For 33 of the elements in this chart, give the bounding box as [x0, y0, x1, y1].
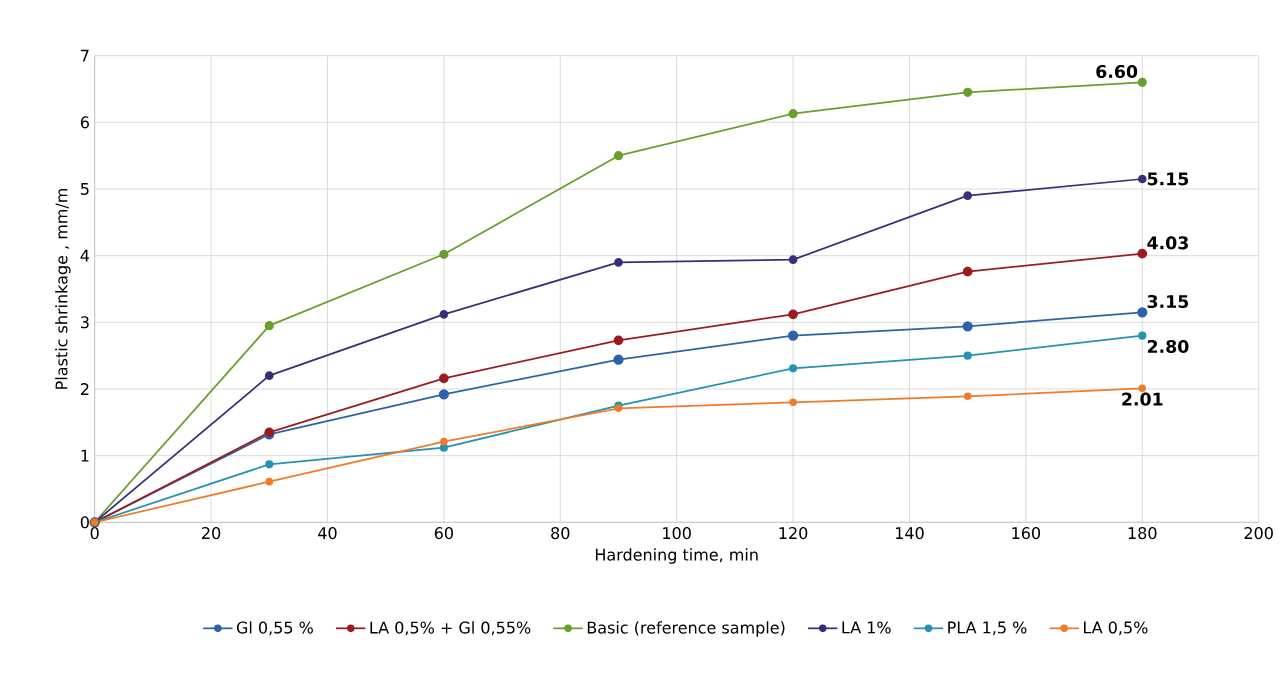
legend-label: PLA 1,5 % [948, 621, 1027, 636]
y-tick-label: 0 [80, 516, 89, 529]
data-label: 5.15 [1147, 172, 1189, 186]
legend-label: LA 0,5% + Gl 0,55% [370, 621, 531, 636]
x-tick-label: 80 [551, 527, 570, 540]
y-tick-label: 6 [80, 116, 89, 129]
y-tick-label: 1 [81, 449, 89, 462]
y-tick-label: 5 [81, 183, 89, 195]
x-tick-label: 20 [202, 527, 221, 540]
x-tick-label: 180 [1128, 527, 1157, 540]
x-axis-title: Hardening time, min [595, 548, 758, 564]
y-tick-label: 4 [80, 249, 90, 262]
x-tick-label: 160 [1012, 527, 1041, 540]
data-label: 3.15 [1147, 294, 1189, 309]
data-label: 6.60 [1096, 64, 1138, 79]
x-tick-label: 200 [1244, 527, 1273, 540]
legend-label: LA 0,5% [1084, 621, 1148, 636]
legend-label: Gl 0,55 % [236, 621, 313, 636]
x-tick-label: 140 [895, 527, 924, 540]
x-tick-label: 120 [779, 527, 808, 540]
data-label: 2.80 [1147, 339, 1189, 354]
legend-label: LA 1% [842, 621, 891, 634]
y-tick-label: 7 [81, 49, 89, 62]
data-label: 2.01 [1122, 392, 1163, 406]
y-axis-title: Plastic shrinkage , mm/m [55, 189, 71, 389]
x-tick-label: 40 [318, 527, 337, 540]
x-tick-label: 60 [434, 527, 453, 540]
y-tick-label: 3 [81, 316, 89, 329]
x-tick-label: 0 [90, 527, 99, 540]
legend-label: Basic (reference sample) [587, 621, 785, 637]
data-label: 4.03 [1147, 236, 1188, 250]
y-tick-label: 2 [80, 383, 89, 395]
x-tick-label: 100 [663, 527, 691, 540]
